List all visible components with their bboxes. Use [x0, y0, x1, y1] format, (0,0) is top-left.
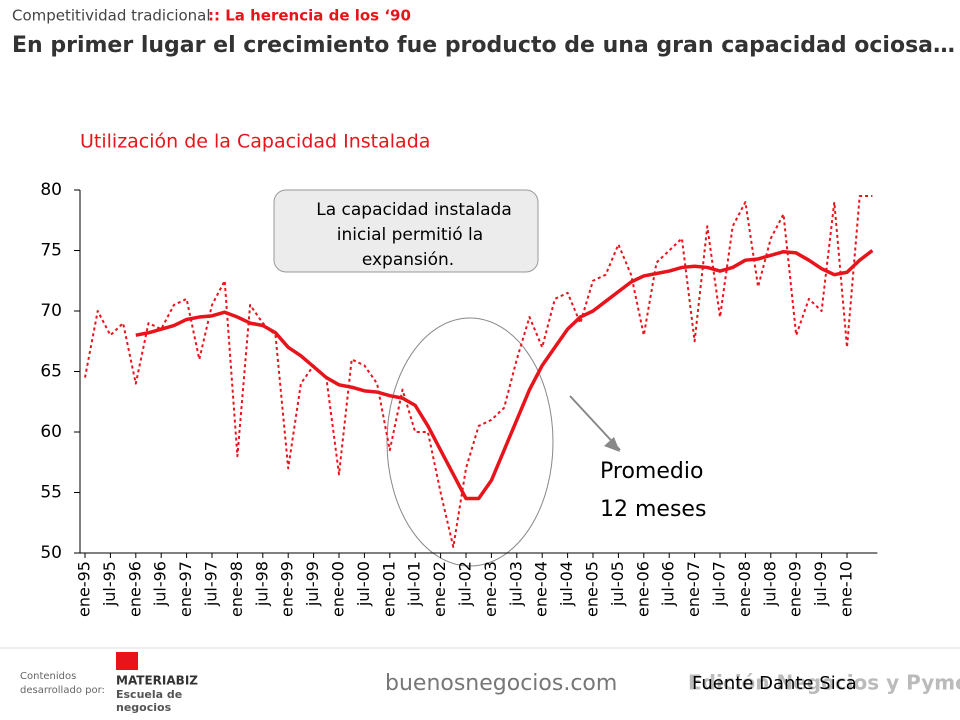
x-tick-label: ene-05	[583, 561, 602, 617]
x-tick-label: ene-04	[532, 561, 551, 617]
x-tick-label: jul-01	[405, 561, 424, 607]
x-tick-label: ene-00	[329, 561, 348, 617]
x-tick-label: jul-99	[303, 561, 322, 607]
section: Competitividad tradicional	[12, 7, 211, 25]
y-tick-label: 70	[40, 301, 62, 321]
callout-text: La capacidad instalada	[316, 200, 512, 220]
x-tick-label: jul-06	[659, 561, 678, 607]
callout-text: inicial permitió la	[337, 225, 483, 245]
x-tick-label: ene-98	[227, 561, 246, 617]
x-tick-label: ene-09	[786, 561, 805, 617]
subsection: :: La herencia de los ‘90	[208, 7, 411, 25]
x-tick-label: ene-03	[481, 561, 500, 617]
logo: Edición Negocios y Pymes	[688, 671, 960, 695]
arrow-head	[604, 437, 620, 452]
y-tick-label: 80	[40, 180, 62, 200]
x-tick-label: ene-96	[125, 561, 144, 617]
y-tick-label: 60	[40, 422, 62, 442]
x-tick-label: jul-05	[608, 561, 627, 607]
callout-box	[273, 189, 539, 273]
brand-icon	[116, 652, 138, 670]
x-tick-label: jul-00	[354, 561, 373, 607]
footer-credit: Contenidos	[20, 671, 76, 682]
y-tick-label: 65	[40, 362, 62, 382]
y-tick-label: 55	[40, 483, 62, 503]
x-tick-label: jul-07	[710, 561, 729, 607]
x-tick-label: jul-95	[100, 561, 119, 607]
x-tick-label: ene-99	[278, 561, 297, 617]
x-tick-label: jul-08	[760, 561, 779, 607]
slide-title: En primer lugar el crecimiento fue produ…	[12, 33, 955, 58]
y-tick-label: 75	[40, 241, 62, 261]
x-tick-label: jul-09	[811, 561, 830, 607]
site: buenosnegocios.com	[385, 671, 617, 696]
x-tick-label: ene-01	[379, 561, 398, 617]
x-tick-label: ene-95	[75, 561, 94, 617]
x-tick-label: jul-97	[202, 561, 221, 607]
average-label: 12 meses	[600, 497, 706, 522]
x-tick-label: jul-98	[252, 561, 271, 607]
chart-title: Utilización de la Capacidad Instalada	[80, 131, 430, 153]
x-tick-label: ene-07	[684, 561, 703, 617]
y-tick-label: 50	[40, 543, 62, 563]
footer-credit: desarrollado por:	[20, 685, 105, 696]
x-tick-label: jul-02	[456, 561, 475, 607]
source: Fuente Dante Sica	[692, 673, 857, 694]
x-tick-label: ene-06	[633, 561, 652, 617]
line-series	[84, 195, 873, 548]
brand: MATERIABIZ	[116, 674, 198, 688]
x-tick-label: ene-02	[430, 561, 449, 617]
line-series	[135, 249, 874, 501]
x-tick-label: ene-10	[837, 561, 856, 617]
x-tick-label: jul-96	[151, 561, 170, 607]
brand: Escuela de	[116, 688, 182, 701]
brand: negocios	[116, 701, 172, 714]
x-tick-label: jul-03	[506, 561, 525, 607]
highlight-ellipse	[386, 317, 554, 567]
average-label: Promedio	[600, 459, 703, 484]
x-tick-label: ene-97	[176, 561, 195, 617]
x-tick-label: jul-04	[557, 561, 576, 607]
x-tick-label: ene-08	[735, 561, 754, 617]
callout-text: expansión.	[362, 250, 454, 270]
